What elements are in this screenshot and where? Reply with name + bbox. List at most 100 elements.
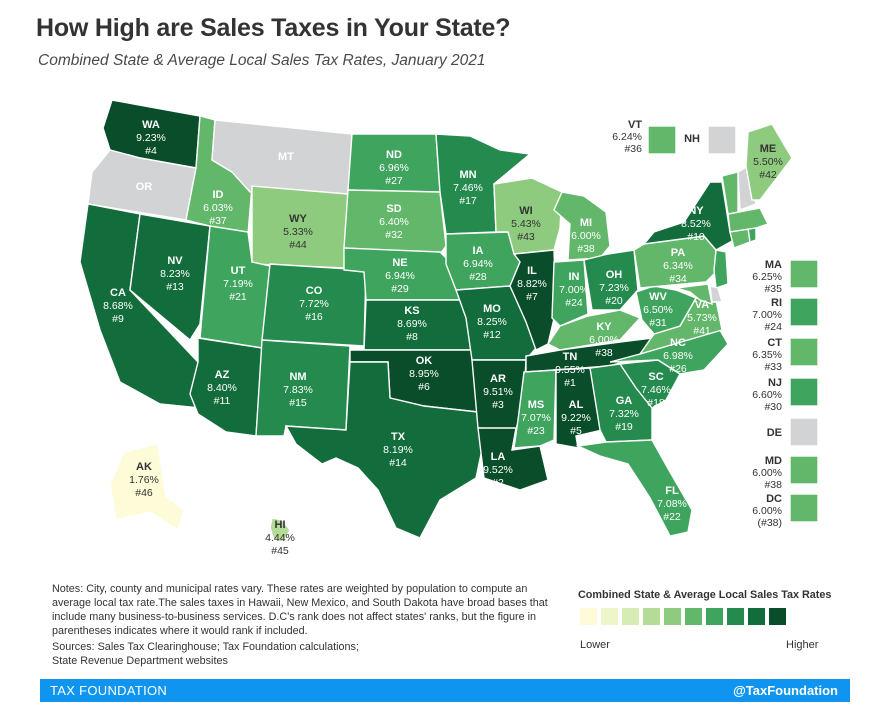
label-AL-abbr: AL (569, 399, 584, 411)
state-DE[interactable] (709, 285, 723, 303)
label-IA-rank: #28 (469, 271, 487, 283)
label-WY-abbr: WY (289, 213, 307, 225)
label-NV-rate: 8.23% (160, 268, 190, 280)
label-PA-abbr: PA (671, 247, 686, 259)
legend-title: Combined State & Average Local Sales Tax… (578, 589, 832, 601)
label-MS-rate: 7.07% (521, 412, 551, 424)
label-NM-rank: #15 (289, 397, 307, 409)
label-NY-rate: 8.52% (681, 218, 711, 230)
label-FL-rank: #22 (663, 511, 681, 523)
state-NJ[interactable] (713, 249, 729, 289)
label-WV-abbr: WV (649, 291, 667, 303)
inset-box-DC[interactable] (789, 493, 819, 523)
label-NC: NC6.98%#26 (663, 337, 693, 375)
inset-label-MA-abbr: MA (765, 259, 782, 271)
label-LA-rate: 9.52% (483, 464, 513, 476)
inset-box-MD[interactable] (789, 455, 819, 485)
label-NC-rate: 6.98% (663, 350, 693, 362)
label-WA: WA9.23%#4 (136, 119, 166, 157)
label-NY: NY8.52%#10 (681, 205, 711, 243)
label-WI-rate: 5.43% (511, 218, 541, 230)
label-PA-rank: #34 (669, 273, 687, 285)
state-MD[interactable] (675, 283, 713, 306)
label-CO: CO7.72%#16 (299, 285, 329, 323)
label-GA-rank: #19 (615, 421, 633, 433)
label-MS-rank: #23 (527, 425, 545, 437)
label-IA-abbr: IA (473, 245, 484, 257)
label-ID-rank: #37 (209, 215, 227, 227)
inset-box-DE[interactable] (789, 417, 819, 447)
inset-box-NH[interactable] (707, 125, 737, 155)
label-NM: NM7.83%#15 (283, 371, 313, 409)
label-FL-abbr: FL (665, 485, 679, 497)
legend-lower-label: Lower (580, 639, 610, 651)
footer-brand: TAX FOUNDATION (50, 683, 168, 698)
label-CA-abbr: CA (110, 287, 126, 299)
label-WI-rank: #43 (517, 231, 535, 243)
label-GA-rate: 7.32% (609, 408, 639, 420)
label-KY-rank: #38 (595, 347, 613, 359)
label-HI-rank: #45 (271, 545, 289, 557)
label-CA-rank: #9 (112, 313, 124, 325)
legend-swatch-5 (664, 608, 681, 625)
inset-box-CT[interactable] (789, 337, 819, 367)
label-VA-rate: 5.73% (687, 312, 717, 324)
label-AL: AL9.22%#5 (561, 399, 591, 437)
label-SD-rank: #32 (385, 229, 403, 241)
label-HI: HI4.44%#45 (265, 519, 295, 557)
label-IA: IA6.94%#28 (463, 245, 493, 283)
inset-label-RI-rank: #24 (764, 321, 782, 333)
inset-label-CT-abbr: CT (767, 337, 782, 349)
label-AR-rank: #3 (492, 399, 504, 411)
inset-label-CT-rate: 6.35% (752, 349, 782, 361)
label-AR-abbr: AR (490, 373, 506, 385)
label-AR-rate: 9.51% (483, 386, 513, 398)
label-ND-rank: #27 (385, 175, 403, 187)
label-OR-abbr: OR (136, 181, 153, 193)
label-AZ: AZ8.40%#11 (207, 369, 237, 407)
footer-bar: TAX FOUNDATION @TaxFoundation (40, 679, 850, 702)
inset-label-VT-rank: #36 (624, 143, 642, 155)
label-OK-abbr: OK (416, 355, 433, 367)
inset-box-VT[interactable] (647, 125, 677, 155)
state-FL[interactable] (575, 439, 693, 537)
label-GA: GA7.32%#19 (609, 395, 639, 433)
state-OH[interactable] (583, 249, 639, 311)
inset-box-RI[interactable] (789, 297, 819, 327)
footer-handle[interactable]: @TaxFoundation (733, 683, 838, 698)
label-ID-rate: 6.03% (203, 202, 233, 214)
state-VT[interactable] (721, 171, 739, 215)
page-title: How High are Sales Taxes in Your State? (36, 14, 511, 42)
state-MA[interactable] (727, 207, 769, 233)
label-NE-rank: #29 (391, 283, 409, 295)
inset-box-MA[interactable] (789, 259, 819, 289)
state-NV[interactable] (129, 213, 211, 342)
label-WV: WV6.50%#31 (643, 291, 673, 329)
state-LA[interactable] (477, 427, 549, 491)
label-IN-rank: #24 (565, 297, 583, 309)
label-ME-rank: #42 (759, 169, 777, 181)
us-sales-tax-map: WA9.23%#4ORCA8.68%#9NV8.23%#13ID6.03%#37… (79, 99, 819, 557)
state-NY[interactable] (642, 181, 735, 251)
label-IN-rate: 7.00% (559, 284, 589, 296)
state-AK[interactable] (109, 443, 185, 532)
label-OH-rank: #20 (605, 295, 623, 307)
state-IN[interactable] (551, 259, 589, 327)
state-HI[interactable] (269, 517, 291, 543)
label-NM-abbr: NM (289, 371, 306, 383)
label-TN-rate: 9.55% (555, 364, 585, 376)
label-WY-rank: #44 (289, 239, 307, 251)
state-SD[interactable] (343, 189, 447, 255)
label-PA: PA6.34%#34 (663, 247, 693, 285)
inset-box-NJ[interactable] (789, 377, 819, 407)
label-GA-abbr: GA (616, 395, 633, 407)
label-IL-rank: #7 (526, 291, 538, 303)
state-RI[interactable] (747, 227, 757, 243)
label-TX-rate: 8.19% (383, 444, 413, 456)
notes-text: Notes: City, county and municipal rates … (52, 583, 548, 637)
label-UT: UT7.19%#21 (223, 265, 253, 303)
label-OH-abbr: OH (606, 269, 623, 281)
state-ME[interactable] (745, 123, 793, 201)
label-WY: WY5.33%#44 (283, 213, 313, 251)
state-TX[interactable] (284, 361, 485, 539)
